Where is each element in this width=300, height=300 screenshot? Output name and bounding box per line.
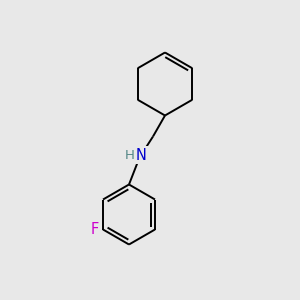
Text: N: N [136,148,146,163]
Text: H: H [125,148,135,162]
Text: F: F [91,222,99,237]
